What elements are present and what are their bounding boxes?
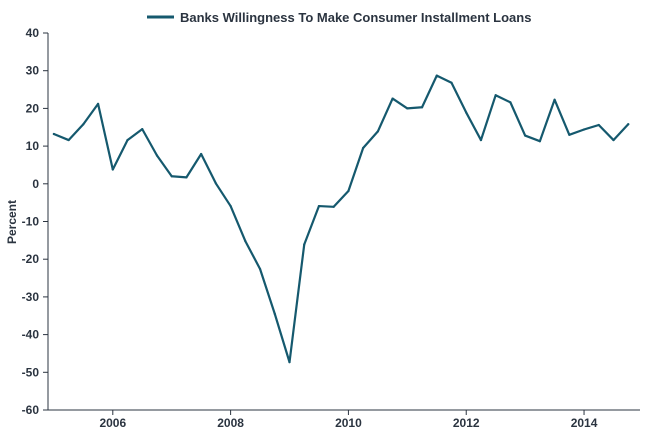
y-tick-label: -40 (22, 328, 40, 342)
data-point (273, 312, 276, 315)
y-tick-label: -50 (22, 365, 40, 379)
data-point (258, 267, 262, 271)
data-point (568, 133, 571, 136)
data-point (627, 123, 630, 126)
data-point (126, 138, 129, 142)
legend: Banks Willingness To Make Consumer Insta… (147, 10, 531, 25)
y-tick-label: 10 (26, 139, 40, 153)
data-point (67, 138, 70, 142)
data-point (96, 102, 100, 105)
data-point (538, 140, 541, 143)
data-point (553, 98, 556, 101)
data-point (347, 189, 350, 193)
data-point (612, 138, 615, 142)
data-point (317, 204, 321, 208)
x-tick-label: 2010 (335, 416, 362, 430)
data-point (288, 361, 291, 364)
y-ticks: 40 30 20 10 0 -10 -20 -30 -40 -50 -60 (22, 26, 48, 417)
series-line (52, 74, 630, 364)
y-tick-label: -10 (22, 215, 40, 229)
y-tick-label: 40 (26, 26, 40, 40)
data-point (185, 176, 188, 179)
data-point (52, 132, 55, 136)
data-point (200, 152, 203, 156)
x-tick-label: 2008 (217, 416, 244, 430)
data-point (332, 205, 335, 208)
data-point (420, 106, 424, 109)
data-point (155, 154, 159, 157)
data-point (524, 134, 527, 137)
data-point (450, 81, 453, 84)
y-tick-label: 0 (32, 177, 39, 191)
data-point (111, 168, 114, 171)
y-tick-label: 20 (26, 101, 40, 115)
data-point (141, 128, 144, 131)
x-tick-label: 2014 (571, 416, 598, 430)
data-point (494, 94, 497, 97)
data-point (229, 204, 232, 208)
x-ticks: 2006 2008 2010 2012 2014 (99, 410, 598, 430)
y-tick-label: -20 (22, 252, 40, 266)
y-tick-label: 30 (26, 64, 40, 78)
data-point (244, 240, 247, 243)
data-point (376, 130, 379, 133)
data-point (82, 123, 85, 126)
data-point (303, 243, 306, 246)
y-tick-label: -30 (22, 290, 40, 304)
y-tick-label: -60 (22, 403, 40, 417)
data-point (582, 128, 586, 131)
data-point (509, 101, 512, 104)
data-point (597, 123, 600, 127)
data-points (52, 74, 630, 364)
data-point (435, 74, 438, 77)
data-point (465, 111, 468, 114)
y-axis-title: Percent (5, 200, 19, 244)
legend-label: Banks Willingness To Make Consumer Insta… (180, 10, 531, 25)
data-point (406, 107, 409, 110)
x-tick-label: 2012 (453, 416, 480, 430)
data-point (362, 146, 365, 150)
data-point (214, 182, 217, 185)
data-point (170, 175, 173, 178)
data-point (391, 97, 394, 100)
data-point (479, 138, 483, 142)
x-tick-label: 2006 (99, 416, 126, 430)
